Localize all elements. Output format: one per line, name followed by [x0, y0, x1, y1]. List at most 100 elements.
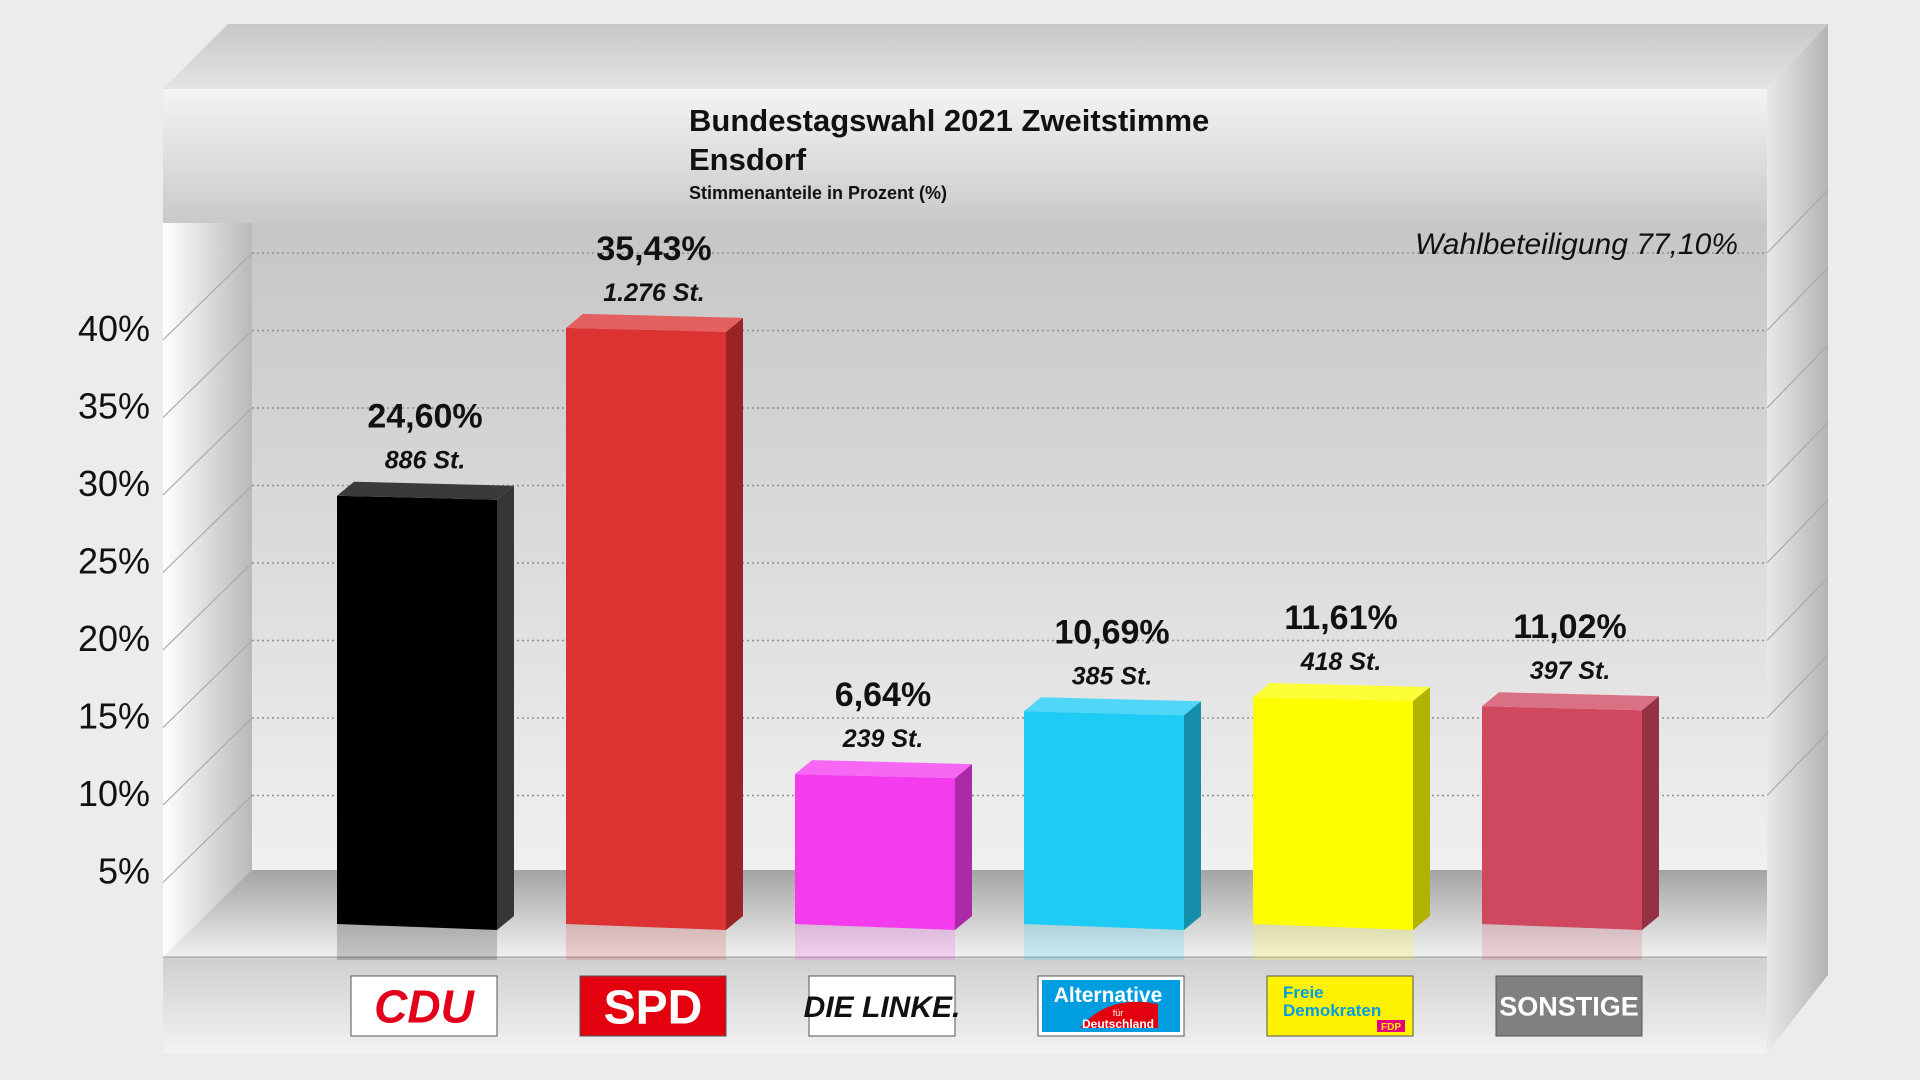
votes-label: 1.276 St. — [603, 279, 704, 307]
logo-text: DIE LINKE. — [804, 991, 961, 1024]
gridlines — [162, 189, 1829, 883]
y-tick-label: 20% — [78, 618, 150, 659]
y-tick-label: 10% — [78, 773, 150, 814]
y-tick-label: 30% — [78, 463, 150, 504]
bar-side — [1184, 701, 1201, 930]
bar-side — [497, 485, 514, 930]
y-tick-label: 25% — [78, 541, 150, 582]
header-panel — [163, 89, 1767, 223]
bar-front — [1482, 706, 1642, 930]
logo-box — [808, 975, 956, 1037]
logo-subtext: FDP — [1381, 1022, 1401, 1033]
bar-5 — [1253, 683, 1430, 960]
frame-top-face — [163, 24, 1828, 89]
afd-arrow-icon — [1080, 1001, 1158, 1028]
bar-side — [726, 317, 743, 931]
bar-1 — [337, 481, 514, 960]
frame-right-face — [1767, 24, 1828, 1053]
spd-logo: SPD — [579, 975, 727, 1037]
logo-text: Freie — [1283, 983, 1324, 1002]
bar-side — [1413, 687, 1430, 930]
value-label: 11,02% — [1513, 608, 1626, 646]
bar-reflection — [1253, 924, 1413, 960]
bars — [337, 313, 1659, 960]
bar-reflection — [795, 924, 955, 960]
logo-subtext: Deutschland — [1082, 1017, 1154, 1031]
die-linke-logo: DIE LINKE. — [804, 975, 961, 1037]
votes-label: 385 St. — [1072, 662, 1153, 690]
gridline-right — [1766, 189, 1829, 254]
y-tick-label: 40% — [78, 308, 150, 349]
bar-front — [1024, 711, 1184, 930]
y-tick-label: 15% — [78, 696, 150, 737]
bar-top — [337, 481, 514, 500]
bar-reflection — [337, 924, 497, 960]
gridline-side — [162, 717, 253, 806]
y-axis-label: Stimmenanteile in Prozent (%) — [689, 183, 947, 203]
bar-front — [1253, 697, 1413, 930]
logo-text: SONSTIGE — [1499, 992, 1639, 1022]
bar-top — [566, 313, 743, 332]
chart-subtitle: Ensdorf — [689, 142, 807, 177]
cdu-logo: CDU — [350, 975, 498, 1037]
bar-front — [795, 774, 955, 930]
votes-label: 418 St. — [1300, 648, 1382, 676]
logo-text: CDU — [374, 981, 475, 1033]
gridline-right — [1766, 499, 1829, 564]
left-wall — [163, 223, 252, 957]
bar-front — [337, 495, 497, 930]
bar-labels: 24,60% 886 St. 35,43% 1.276 St. 6,64% 239 St.… — [367, 230, 1626, 753]
bar-top — [1253, 683, 1430, 702]
bar-4 — [1024, 697, 1201, 960]
bar-2 — [566, 313, 743, 960]
gridline-right — [1766, 267, 1829, 331]
gridline-right — [1766, 654, 1829, 719]
bar-front — [566, 327, 726, 931]
logo-box — [1495, 975, 1643, 1037]
y-tick-label: 35% — [78, 386, 150, 427]
value-label: 6,64% — [835, 676, 931, 714]
bar-top — [1024, 697, 1201, 716]
turnout-label: Wahlbeteiligung 77,10% — [1415, 228, 1738, 261]
value-label: 11,61% — [1284, 599, 1397, 637]
bar-reflection — [566, 924, 726, 960]
votes-label: 239 St. — [842, 725, 924, 753]
bar-top — [1482, 692, 1659, 711]
bar-side — [955, 764, 972, 930]
bar-reflection — [1482, 924, 1642, 960]
bar-top — [795, 760, 972, 779]
logo-text: SPD — [604, 981, 703, 1034]
gridline-right — [1766, 422, 1829, 486]
gridline-right — [1766, 732, 1829, 796]
gridline-side — [162, 562, 253, 651]
bar-3 — [795, 760, 972, 960]
bar-reflection — [1024, 924, 1184, 960]
gridline-side — [162, 485, 253, 573]
logo-subtext: Demokraten — [1283, 1001, 1381, 1020]
y-axis-ticks: 5% 10% 15% 20% 25% 30% 35% 40% — [78, 308, 150, 892]
sonstige-logo: SONSTIGE — [1495, 975, 1643, 1037]
logo-text: Alternative — [1054, 984, 1163, 1007]
bar-side — [1642, 696, 1659, 930]
bar-6 — [1482, 692, 1659, 960]
fdp-badge — [1377, 1020, 1405, 1032]
value-label: 24,60% — [367, 398, 482, 436]
logo-subtext: für — [1113, 1008, 1124, 1018]
gridline-side — [162, 407, 253, 496]
chart-title: Bundestagswahl 2021 Zweitstimme — [689, 103, 1209, 138]
value-label: 35,43% — [596, 230, 711, 268]
value-label: 10,69% — [1054, 613, 1169, 651]
logo-box — [350, 975, 498, 1037]
logo-box — [579, 975, 727, 1037]
gridline-side — [162, 795, 253, 883]
gridline-right — [1766, 577, 1829, 641]
gridline-side — [162, 640, 253, 728]
gridline-side — [162, 252, 253, 341]
gridline-right — [1766, 344, 1829, 409]
votes-label: 397 St. — [1530, 657, 1611, 685]
y-tick-label: 5% — [98, 851, 150, 892]
gridline-side — [162, 330, 253, 418]
votes-label: 886 St. — [385, 447, 466, 475]
